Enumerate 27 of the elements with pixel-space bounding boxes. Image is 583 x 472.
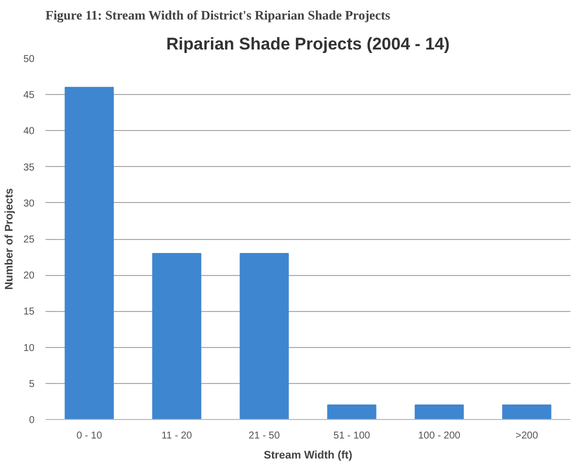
y-tick-label: 20 (23, 270, 35, 282)
y-tick-label: 30 (23, 198, 35, 210)
bar (64, 86, 114, 420)
bar (414, 404, 464, 420)
bar (152, 252, 202, 420)
x-tick-label: 100 - 200 (418, 430, 461, 442)
y-tick-label: 45 (23, 90, 35, 102)
x-tick-label: 21 - 50 (248, 430, 280, 442)
x-tick-label: 11 - 20 (162, 430, 192, 442)
y-tick-label: 15 (23, 306, 35, 318)
caption: Figure 11: Stream Width of District's Riparian Shade Projects (46, 8, 390, 22)
x-axis-title: Stream Width (ft) (264, 450, 353, 462)
bar (327, 404, 376, 420)
y-tick-label: 10 (23, 342, 35, 354)
x-tick-label: 0 - 10 (76, 430, 102, 442)
x-tick-label: >200 (515, 430, 538, 442)
y-tick-label: 40 (23, 126, 35, 138)
y-tick-label: 0 (28, 415, 35, 426)
y-tick-label: 25 (23, 234, 35, 246)
y-tick-label: 50 (23, 54, 35, 65)
x-tick-label: 51 - 100 (333, 430, 371, 442)
bar (240, 252, 289, 420)
chart-title: Riparian Shade Projects (2004 - 14) (166, 34, 450, 54)
y-tick-label: 35 (23, 162, 35, 174)
y-tick-label: 5 (28, 378, 35, 390)
y-axis-title: Number of Projects (3, 188, 16, 290)
bar (502, 404, 552, 420)
